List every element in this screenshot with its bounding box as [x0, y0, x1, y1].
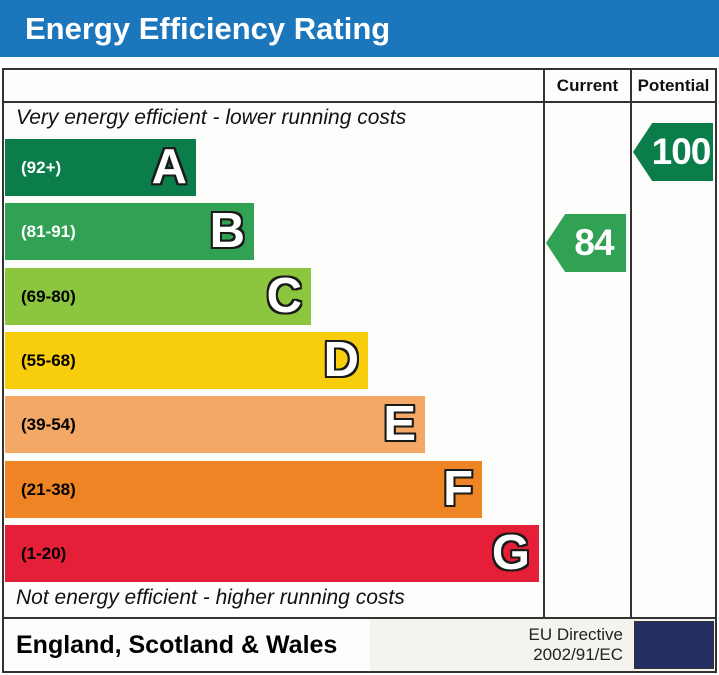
band-range: (55-68)	[21, 350, 76, 370]
rating-table: Current Potential Very energy efficient …	[2, 68, 717, 673]
column-header-potential: Potential	[637, 75, 710, 95]
eu-flag-icon	[634, 621, 714, 669]
band-range: (1-20)	[21, 543, 67, 563]
page-title: Energy Efficiency Rating	[25, 10, 391, 46]
band-row-f: (21-38) F	[5, 461, 482, 518]
note-not-efficient: Not energy efficient - higher running co…	[16, 586, 405, 609]
band-row-b: (81-91) B	[5, 203, 254, 260]
header-bar: Energy Efficiency Rating	[0, 0, 719, 57]
band-row-c: (69-80) C	[5, 268, 311, 325]
current-rating-value: 84	[574, 222, 614, 263]
region-label: England, Scotland & Wales	[16, 630, 338, 659]
band-letter: E	[383, 397, 416, 451]
current-rating-arrow: 84	[546, 214, 626, 272]
potential-rating-arrow: 100	[633, 123, 713, 181]
band-letter: A	[151, 140, 187, 194]
band-range: (69-80)	[21, 286, 76, 306]
band-letter: C	[266, 269, 302, 323]
band-letter: D	[323, 333, 359, 387]
band-range: (39-54)	[21, 414, 76, 434]
potential-column-divider	[630, 70, 632, 619]
eu-directive-label: EU Directive 2002/91/EC	[529, 619, 623, 671]
band-row-g: (1-20) G	[5, 525, 539, 582]
band-range: (21-38)	[21, 479, 76, 499]
band-letter: B	[209, 204, 245, 258]
column-header-current: Current	[556, 75, 619, 95]
band-row-d: (55-68) D	[5, 332, 368, 389]
band-row-a: (92+) A	[5, 139, 196, 196]
band-range: (81-91)	[21, 221, 76, 241]
band-row-e: (39-54) E	[5, 396, 425, 453]
eu-directive-line1: EU Directive	[528, 625, 623, 644]
band-letter: G	[491, 526, 530, 580]
note-very-efficient: Very energy efficient - lower running co…	[16, 106, 407, 129]
potential-rating-value: 100	[651, 131, 712, 172]
current-column-divider	[543, 70, 545, 619]
band-range: (92+)	[21, 157, 62, 177]
footer-row-divider	[4, 617, 715, 619]
header-row-divider	[4, 101, 715, 103]
band-letter: F	[443, 462, 473, 516]
eu-directive-line2: 2002/91/EC	[533, 645, 623, 664]
eu-flag-svg	[635, 622, 713, 668]
